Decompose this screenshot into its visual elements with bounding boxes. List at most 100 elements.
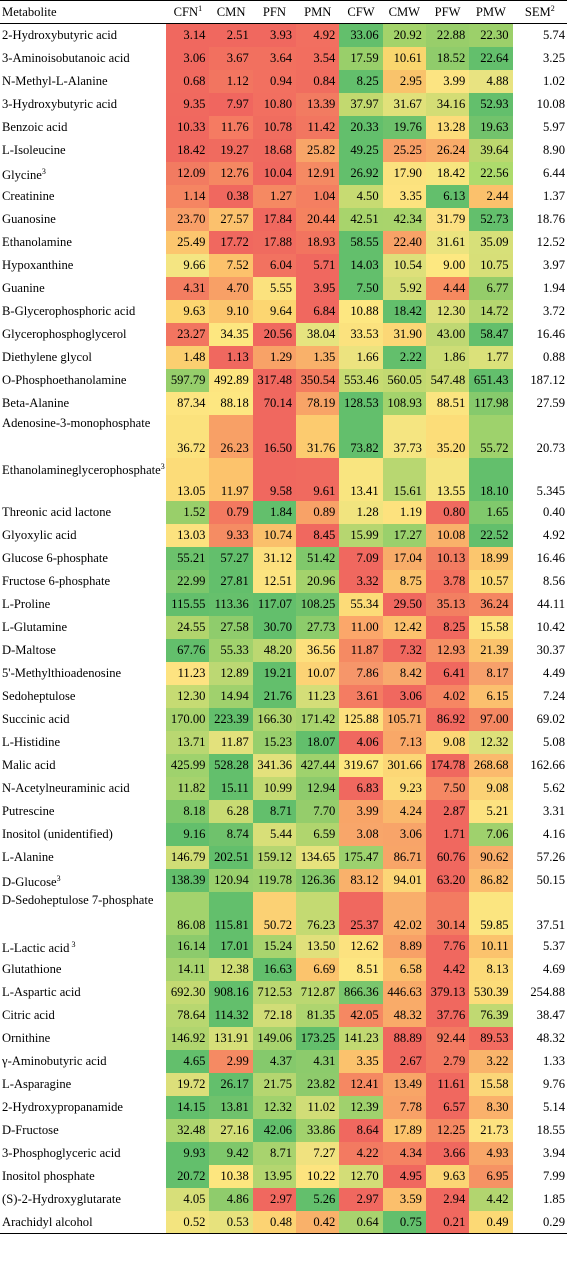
value-cell-cfn: 9.63 [166, 300, 210, 323]
metabolite-label: 2-Hydroxypropanamide [2, 1100, 124, 1114]
value-cell-cfn: 0.52 [166, 1211, 210, 1234]
table-row: Guanosine 23.70 27.57 17.84 20.44 42.51 42.34 3… [0, 208, 567, 231]
metabolite-name: Ethanolamineglycerophosphate3 [0, 458, 166, 501]
value-cell-cfw: 14.03 [339, 254, 383, 277]
value-cell-pmn: 12.91 [296, 162, 340, 185]
value-cell-cfn: 14.11 [166, 958, 210, 981]
value-cell-cfw: 37.97 [339, 93, 383, 116]
sem-cell: 1.37 [512, 185, 567, 208]
value-cell-cmn: 57.27 [209, 547, 253, 570]
metabolite-label: L-Alanine [2, 850, 54, 864]
metabolite-label: Succinic acid [2, 712, 70, 726]
table-row: Glyoxylic acid 13.03 9.33 10.74 8.45 15.99 17.… [0, 524, 567, 547]
sem-cell: 1.85 [512, 1188, 567, 1211]
value-cell-cfn: 3.06 [166, 47, 210, 70]
value-cell-cfw: 319.67 [339, 754, 383, 777]
value-cell-cfw: 866.36 [339, 981, 383, 1004]
metabolite-name: Adenosine-3-monophosphate [0, 415, 166, 458]
metabolite-name: Beta-Alanine [0, 392, 166, 415]
value-cell-cmn: 1.13 [209, 346, 253, 369]
table-row: Arachidyl alcohol 0.52 0.53 0.48 0.42 0.64 0.7… [0, 1211, 567, 1234]
value-cell-pfn: 6.04 [252, 254, 297, 277]
sem-cell: 10.08 [512, 93, 567, 116]
table-row: Glycerophosphoglycerol 23.27 34.35 20.56 38.… [0, 323, 567, 346]
value-cell-pfw: 3.66 [425, 1142, 470, 1165]
metabolite-label: O-Phosphoethanolamine [2, 373, 127, 387]
value-cell-pmw: 59.85 [469, 892, 513, 935]
value-cell-pfn: 16.63 [252, 958, 297, 981]
value-cell-cfn: 12.30 [166, 685, 210, 708]
metabolite-name: Inositol (unidentified) [0, 823, 166, 846]
sem-cell: 4.92 [512, 524, 567, 547]
value-cell-pmn: 9.61 [296, 458, 340, 501]
footnote-marker: 3 [69, 939, 76, 949]
value-cell-cfn: 138.39 [166, 869, 210, 892]
value-cell-pfw: 88.51 [425, 392, 470, 415]
value-cell-pfn: 17.84 [252, 208, 297, 231]
value-cell-pfn: 19.21 [252, 662, 297, 685]
metabolite-name: Glyoxylic acid [0, 524, 166, 547]
value-cell-cfn: 4.31 [166, 277, 210, 300]
metabolite-name: 3-Hydroxybutyric acid [0, 93, 166, 116]
value-cell-pmn: 0.42 [296, 1211, 340, 1234]
value-cell-pfn: 8.71 [252, 1142, 297, 1165]
table-row: Malic acid 425.99 528.28 341.36 427.44 319.67… [0, 754, 567, 777]
value-cell-pfw: 12.25 [425, 1119, 470, 1142]
value-cell-pmw: 10.11 [469, 935, 513, 958]
value-cell-pfn: 1.84 [252, 501, 297, 524]
sem-cell: 254.88 [512, 981, 567, 1004]
value-cell-pfw: 1.86 [425, 346, 470, 369]
metabolite-name: 3-Phosphoglyceric acid [0, 1142, 166, 1165]
metabolite-label: Guanine [2, 281, 45, 295]
metabolite-name: D-Sedoheptulose 7-phosphate [0, 892, 166, 935]
metabolite-name: Glutathione [0, 958, 166, 981]
value-cell-cfw: 17.59 [339, 47, 383, 70]
header-label: PMN [304, 4, 332, 19]
sem-cell: 8.56 [512, 570, 567, 593]
metabolite-name: Inositol phosphate [0, 1165, 166, 1188]
value-cell-cfn: 146.92 [166, 1027, 210, 1050]
metabolite-name: L-Histidine [0, 731, 166, 754]
value-cell-pmw: 8.17 [469, 662, 513, 685]
value-cell-pfn: 712.53 [252, 981, 297, 1004]
sem-cell: 4.16 [512, 823, 567, 846]
value-cell-pfw: 35.20 [425, 415, 470, 458]
value-cell-cmw: 7.32 [382, 639, 426, 662]
sem-cell: 37.51 [512, 892, 567, 935]
table-row: L-Aspartic acid 692.30 908.16 712.53 712.87 8… [0, 981, 567, 1004]
value-cell-cfn: 20.72 [166, 1165, 210, 1188]
value-cell-cfn: 1.52 [166, 501, 210, 524]
value-cell-cmw: 7.78 [382, 1096, 426, 1119]
metabolite-label: (S)-2-Hydroxyglutarate [2, 1192, 121, 1206]
metabolite-label: Citric acid [2, 1008, 55, 1022]
sem-cell: 5.14 [512, 1096, 567, 1119]
value-cell-cmn: 120.94 [209, 869, 253, 892]
value-cell-pfw: 11.61 [425, 1073, 470, 1096]
table-row: L-Proline 115.55 113.36 117.07 108.25 55.34 29… [0, 593, 567, 616]
value-cell-cmw: 2.67 [382, 1050, 426, 1073]
table-row: Hypoxanthine 9.66 7.52 6.04 5.71 14.03 10.54 9.… [0, 254, 567, 277]
value-cell-pfn: 317.48 [252, 369, 297, 392]
value-cell-pmn: 4.31 [296, 1050, 340, 1073]
value-cell-cmw: 94.01 [382, 869, 426, 892]
value-cell-pfn: 8.71 [252, 800, 297, 823]
value-cell-cmw: 3.35 [382, 185, 426, 208]
table-row: Glutathione 14.11 12.38 16.63 6.69 8.51 6.58 4.… [0, 958, 567, 981]
value-cell-cmn: 7.97 [209, 93, 253, 116]
table-row: Guanine 4.31 4.70 5.55 3.95 7.50 5.92 4.44 6.77 1… [0, 277, 567, 300]
value-cell-cmw: 5.92 [382, 277, 426, 300]
value-cell-cmw: 4.34 [382, 1142, 426, 1165]
value-cell-cmn: 11.87 [209, 731, 253, 754]
value-cell-pmw: 76.39 [469, 1004, 513, 1027]
value-cell-pfn: 341.36 [252, 754, 297, 777]
table-row: Diethylene glycol 1.48 1.13 1.29 1.35 1.66 2.2… [0, 346, 567, 369]
sem-cell: 10.42 [512, 616, 567, 639]
value-cell-cfn: 87.34 [166, 392, 210, 415]
value-cell-cmn: 14.94 [209, 685, 253, 708]
value-cell-pfw: 7.76 [425, 935, 470, 958]
value-cell-pmw: 10.75 [469, 254, 513, 277]
metabolite-name: 5'-Methylthioadenosine [0, 662, 166, 685]
metabolite-name: Glycine3 [0, 162, 166, 185]
value-cell-cfw: 1.28 [339, 501, 383, 524]
table-row: 2-Hydroxybutyric acid 3.14 2.51 3.93 4.92 33.… [0, 23, 567, 47]
